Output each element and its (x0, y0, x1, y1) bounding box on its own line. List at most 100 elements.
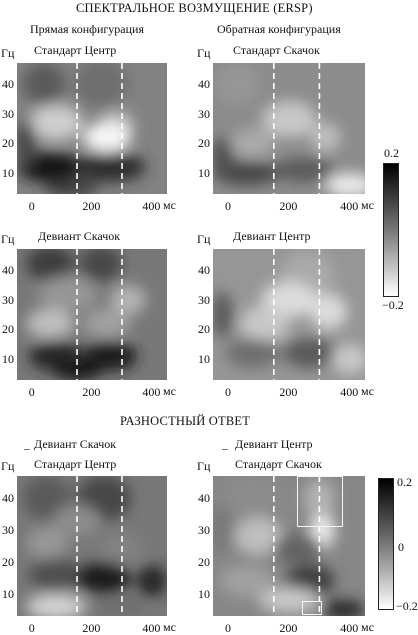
heatmap-region (219, 249, 268, 291)
heatmap-region (240, 305, 289, 342)
y-tick-label: 40 (198, 491, 210, 506)
y-tick-label: 10 (2, 352, 14, 367)
heatmap-standard-center (17, 63, 167, 194)
column-title-left: Прямая конфигурация (30, 22, 144, 36)
heatmap-diff-deviant-center-minus-standard-jump (213, 476, 365, 616)
panel-label-diff-standard-center: Стандарт Центр (34, 457, 117, 471)
x-tick-label: 400 (142, 199, 161, 213)
x-tick-label: 200 (279, 385, 298, 399)
heatmap-region (325, 173, 365, 194)
heatmap-region (29, 104, 83, 141)
heatmap-region (26, 593, 86, 616)
heatmap-region (225, 476, 280, 521)
x-axis-unit: мс (163, 384, 176, 398)
heatmap-region (213, 137, 233, 180)
heatmap-region (273, 65, 323, 114)
colorbar-ersp (383, 163, 399, 297)
panel-label-diff-deviant-jump: Девиант Скачок (34, 437, 117, 451)
heatmap-region (219, 565, 274, 597)
heatmap-diff-deviant-jump-minus-standard-center (17, 476, 167, 616)
x-axis-unit: мс (163, 620, 176, 634)
colorbar-ersp-max: 0.2 (384, 146, 399, 160)
y-tick-label: 40 (198, 262, 210, 277)
y-axis-unit: Гц (1, 459, 15, 473)
y-axis-unit: Гц (197, 232, 211, 246)
heatmap-region (331, 344, 365, 375)
heatmap-region (137, 565, 167, 597)
x-tick-label: 400 (340, 621, 359, 635)
y-tick-label: 20 (2, 554, 14, 569)
x-tick-label: 200 (82, 199, 101, 213)
x-tick-label: 0 (225, 199, 231, 213)
x-tick-label: 400 (340, 385, 359, 399)
y-tick-label: 30 (198, 106, 210, 121)
colorbar-diff-min: −0.2 (396, 599, 418, 613)
y-tick-label: 10 (198, 352, 210, 367)
panel-label-standard-jump: Стандарт Скачок (233, 43, 320, 57)
y-tick-label: 30 (2, 292, 14, 307)
heatmap-region (44, 179, 98, 194)
heatmap-region (310, 122, 341, 153)
panel-label-deviant-jump: Девиант Скачок (38, 229, 121, 243)
panel-label-standard-center: Стандарт Центр (34, 43, 117, 57)
y-tick-label: 30 (198, 523, 210, 538)
colorbar-diff-mid: 0 (398, 540, 404, 554)
x-tick-label: 0 (28, 385, 35, 399)
heatmap-region (216, 63, 259, 105)
heatmap-region (273, 158, 335, 183)
heatmap-region (83, 122, 131, 153)
heatmap-deviant-jump (17, 249, 167, 380)
y-tick-label: 10 (2, 166, 14, 181)
heatmap-region (74, 152, 146, 183)
x-tick-label: 400 (340, 199, 359, 213)
panel-label-deviant-center: Девиант Центр (233, 229, 311, 243)
y-tick-label: 20 (198, 136, 210, 151)
y-tick-label: 10 (198, 166, 210, 181)
colorbar-difference (378, 478, 394, 610)
panel-label-diff-prefix-right: _ (222, 437, 228, 451)
y-tick-label: 40 (2, 491, 14, 506)
heatmap-region (23, 63, 65, 105)
y-tick-label: 20 (198, 322, 210, 337)
heatmap-region (83, 308, 131, 339)
heatmap-region (213, 504, 233, 556)
heatmap-region (83, 341, 137, 372)
significance-box-upper (297, 476, 343, 527)
colorbar-ersp-min: −0.2 (382, 298, 404, 312)
heatmap-region (26, 249, 74, 282)
heatmap-svg (213, 63, 365, 194)
heatmap-region (38, 275, 98, 312)
y-tick-label: 30 (2, 106, 14, 121)
y-tick-label: 40 (2, 262, 14, 277)
x-tick-label: 0 (28, 199, 35, 213)
column-title-right: Обратная конфигурация (217, 22, 341, 36)
x-axis-unit: мс (163, 198, 176, 212)
y-axis-unit: Гц (1, 232, 15, 246)
panel-label-diff-deviant-center: Девиант Центр (235, 437, 313, 451)
panel-label-diff-standard-jump: Стандарт Скачок (235, 457, 322, 471)
figure-title: СПЕКТРАЛЬНОЕ ВОЗМУЩЕНИЕ (ERSP) (76, 1, 313, 15)
heatmap-region (310, 293, 347, 330)
y-tick-label: 30 (2, 523, 14, 538)
x-tick-label: 200 (279, 621, 298, 635)
heatmap-svg (213, 476, 365, 616)
heatmap-svg (17, 476, 167, 616)
x-tick-label: 200 (82, 621, 101, 635)
heatmap-svg (17, 63, 167, 194)
x-axis-unit: мс (361, 620, 374, 634)
heatmap-region (273, 533, 323, 566)
x-tick-label: 0 (28, 621, 35, 635)
y-axis-unit: Гц (1, 46, 15, 60)
x-tick-label: 0 (225, 385, 231, 399)
y-tick-label: 20 (198, 554, 210, 569)
x-tick-label: 200 (279, 199, 298, 213)
heatmap-region (77, 561, 131, 594)
colorbar-diff-max: 0.2 (397, 475, 412, 489)
heatmap-region (17, 119, 37, 168)
section-title-difference: РАЗНОСТНЫЙ ОТВЕТ (120, 414, 251, 428)
y-axis-unit: Гц (197, 46, 211, 60)
x-tick-label: 200 (82, 385, 101, 399)
heatmap-region (225, 338, 280, 369)
heatmap-region (26, 308, 74, 339)
y-tick-label: 20 (2, 322, 14, 337)
